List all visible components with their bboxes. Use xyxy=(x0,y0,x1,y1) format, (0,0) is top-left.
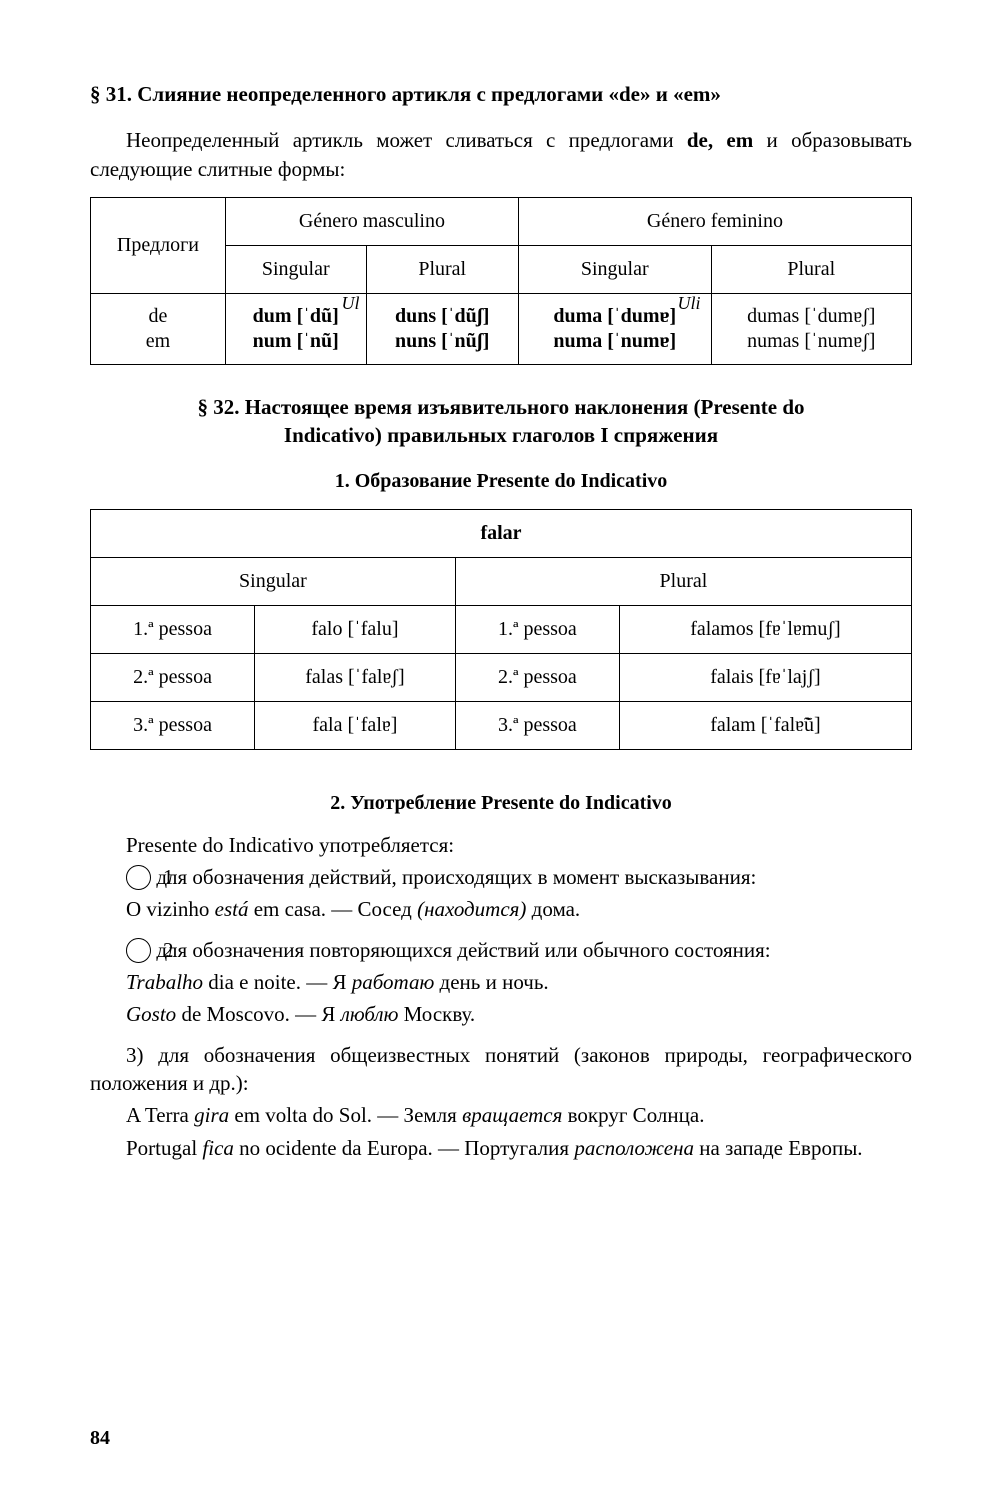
verb-name: falar xyxy=(480,522,521,544)
example-2b: Gosto de Moscovo. — Я люблю Москву. xyxy=(126,1000,912,1028)
num-1-circled: 1 xyxy=(126,865,151,890)
col-plural: Plural xyxy=(455,557,911,605)
usage-item-3: 3) для обозначения общеизвестных понятий… xyxy=(90,1041,912,1098)
usage-intro: Presente do Indicativo употребляется: xyxy=(90,831,912,859)
ex3b-a: Portugal xyxy=(126,1136,202,1160)
usage-item-1: 1 для обозначения действий, происходящих… xyxy=(90,863,912,891)
em-ms: num [ˈnũ] xyxy=(253,330,339,352)
de-ms: dum [ˈdũ] xyxy=(253,305,339,327)
ex3a-i2: вращается xyxy=(462,1103,562,1127)
handnote-right: Uli xyxy=(678,292,701,315)
ex2a-r2: день и ночь. xyxy=(434,970,548,994)
ex1-i: está xyxy=(215,897,249,921)
ex1-c: (находится) xyxy=(417,897,526,921)
cell-masc-sing: Ul dum [ˈdũ] num [ˈnũ] xyxy=(225,294,366,365)
em-fs: numa [ˈnumɐ] xyxy=(553,330,676,352)
p2s-label: 2.ª pessoa xyxy=(91,653,255,701)
em-mp: nuns [ˈnũʃ] xyxy=(395,330,489,352)
p1s-form: falo [ˈfalu] xyxy=(255,605,456,653)
col-prepositions: Предлоги xyxy=(91,198,226,294)
p3s-form: fala [ˈfalɐ] xyxy=(255,701,456,749)
page-number: 84 xyxy=(90,1425,110,1452)
label-em: em xyxy=(146,330,170,352)
ex2b-r2: Москву. xyxy=(398,1002,475,1026)
ex1-b: em casa. — Сосед xyxy=(248,897,417,921)
ex1-a: O vizinho xyxy=(126,897,215,921)
ex3b-i: fica xyxy=(202,1136,234,1160)
p3s-label: 3.ª pessoa xyxy=(91,701,255,749)
col-masc: Género masculino xyxy=(225,198,518,246)
cell-masc-plur: duns [ˈdũʃ] nuns [ˈnũʃ] xyxy=(366,294,518,365)
col-masc-plur: Plural xyxy=(366,246,518,294)
ex2a-i: Trabalho xyxy=(126,970,203,994)
page: § 31. Слияние неопределенного артикля с … xyxy=(0,0,997,1500)
sub-1: 1. Образование Presente do Indicativo xyxy=(90,468,912,495)
contractions-table: Предлоги Género masculino Género feminin… xyxy=(90,197,912,365)
item2-text: для обозначения повторяющихся действий и… xyxy=(151,938,771,962)
sub-2: 2. Употребление Presente do Indicativo xyxy=(90,790,912,817)
cell-fem-plur: dumas [ˈdumɐʃ] numas [ˈnumɐʃ] xyxy=(711,294,911,365)
p1p-label: 1.ª pessoa xyxy=(455,605,619,653)
ex3a-a: A Terra xyxy=(126,1103,194,1127)
ex3b-b: no ocidente da Europa. — Португалия xyxy=(234,1136,574,1160)
ex2a-r: dia e noite. — Я xyxy=(203,970,352,994)
col-fem: Género feminino xyxy=(518,198,911,246)
de-fs: duma [ˈdumɐ] xyxy=(553,305,676,327)
usage-item-2: 2 для обозначения повторяющихся действий… xyxy=(90,936,912,964)
example-3b: Portugal fica no ocidente da Europa. — П… xyxy=(126,1134,912,1162)
p3p-label: 3.ª pessoa xyxy=(455,701,619,749)
col-fem-sing: Singular xyxy=(518,246,711,294)
label-de: de xyxy=(149,305,168,327)
em-fp: numas [ˈnumɐʃ] xyxy=(747,330,875,352)
row-labels: de em xyxy=(91,294,226,365)
de-fp: dumas [ˈdumɐʃ] xyxy=(747,305,875,327)
ex2a-i2: работаю xyxy=(352,970,435,994)
ex3a-c: вокруг Солнца. xyxy=(562,1103,704,1127)
ex1-d: дома. xyxy=(526,897,580,921)
section-31-heading: § 31. Слияние неопределенного артикля с … xyxy=(90,80,912,108)
ex2b-r: de Moscovo. — Я xyxy=(176,1002,341,1026)
item1-text: для обозначения действий, происходящих в… xyxy=(151,865,756,889)
ex3a-b: em volta do Sol. — Земля xyxy=(229,1103,462,1127)
section-32-heading: § 32. Настоящее время изъявительного нак… xyxy=(100,393,902,450)
conjugation-table: falar Singular Plural 1.ª pessoa falo [ˈ… xyxy=(90,509,912,750)
s32-line2: Indicativo) правильных глаголов I спряже… xyxy=(284,423,718,447)
col-singular: Singular xyxy=(91,557,456,605)
example-2a: Trabalho dia e noite. — Я работаю день и… xyxy=(126,968,912,996)
p1s-label: 1.ª pessoa xyxy=(91,605,255,653)
section-31-intro: Неопределенный артикль может сливаться с… xyxy=(90,126,912,183)
p3p-form: falam [ˈfalɐ̃ũ] xyxy=(619,701,911,749)
p2p-label: 2.ª pessoa xyxy=(455,653,619,701)
p1p-form: falamos [fɐˈlɐmuʃ] xyxy=(619,605,911,653)
verb-header: falar xyxy=(91,509,912,557)
num-2-circled: 2 xyxy=(126,938,151,963)
item3-text: для обозначения общеизвестных понятий (з… xyxy=(90,1043,912,1095)
s32-line1: § 32. Настоящее время изъявительного нак… xyxy=(197,395,804,419)
ex3b-c: на западе Европы. xyxy=(694,1136,863,1160)
col-fem-plur: Plural xyxy=(711,246,911,294)
ex3a-i: gira xyxy=(194,1103,229,1127)
intro-bold: de, em xyxy=(687,128,753,152)
example-1: O vizinho está em casa. — Сосед (находит… xyxy=(126,895,912,923)
de-mp: duns [ˈdũʃ] xyxy=(395,305,489,327)
p2p-form: falais [fɐˈlajʃ] xyxy=(619,653,911,701)
example-3a: A Terra gira em volta do Sol. — Земля вр… xyxy=(126,1101,912,1129)
num-3: 3) xyxy=(126,1043,158,1067)
p2s-form: falas [ˈfalɐʃ] xyxy=(255,653,456,701)
handnote-left: Ul xyxy=(342,292,360,315)
ex3b-i2: расположена xyxy=(574,1136,694,1160)
ex2b-i2: люблю xyxy=(341,1002,399,1026)
ex2b-i: Gosto xyxy=(126,1002,176,1026)
col-masc-sing: Singular xyxy=(225,246,366,294)
cell-fem-sing: Uli duma [ˈdumɐ] numa [ˈnumɐ] xyxy=(518,294,711,365)
intro-text-1: Неопределенный артикль может сливаться с… xyxy=(126,128,687,152)
